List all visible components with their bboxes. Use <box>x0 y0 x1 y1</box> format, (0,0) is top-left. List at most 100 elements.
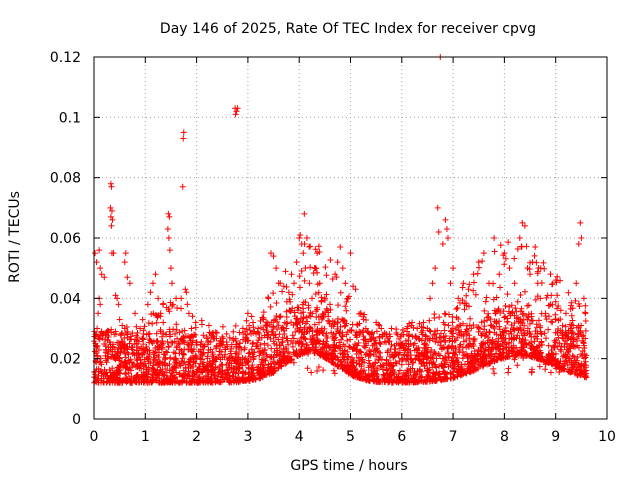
data-point <box>113 351 120 358</box>
y-tick-label: 0 <box>72 412 81 428</box>
data-point <box>114 295 121 302</box>
data-point <box>290 359 297 366</box>
data-point <box>176 329 183 336</box>
data-point <box>145 319 152 326</box>
data-point <box>122 250 129 257</box>
data-point <box>232 350 239 357</box>
x-tick-label: 8 <box>500 429 509 445</box>
data-point <box>502 255 509 262</box>
data-point <box>300 250 307 257</box>
data-point <box>432 362 439 369</box>
data-point <box>492 310 499 317</box>
data-point <box>578 235 585 241</box>
data-point <box>372 337 379 344</box>
data-point <box>521 288 528 295</box>
data-point <box>267 303 274 310</box>
data-point <box>146 351 153 358</box>
data-point <box>160 330 167 337</box>
data-point <box>117 349 124 356</box>
x-axis-label: GPS time / hours <box>290 458 407 474</box>
data-point <box>354 321 361 328</box>
data-point <box>505 239 512 246</box>
data-point <box>485 310 492 317</box>
data-point <box>102 352 109 359</box>
data-point <box>314 304 321 311</box>
data-point <box>175 340 182 347</box>
data-point <box>203 334 210 341</box>
data-point <box>351 365 358 372</box>
data-point <box>302 299 309 306</box>
data-point <box>427 377 434 384</box>
data-point <box>249 351 256 358</box>
data-point <box>538 310 545 317</box>
data-point <box>419 327 426 334</box>
data-point <box>230 328 237 335</box>
data-point <box>153 319 160 326</box>
data-point <box>139 373 146 380</box>
data-point <box>517 319 524 326</box>
data-point <box>405 375 412 382</box>
data-point <box>122 354 129 361</box>
data-point <box>196 364 203 371</box>
data-point <box>328 329 335 336</box>
data-point <box>385 347 392 354</box>
data-point <box>482 298 489 305</box>
data-point <box>514 298 521 305</box>
data-point <box>176 350 183 357</box>
data-point <box>526 259 533 266</box>
data-point <box>526 266 533 273</box>
data-point <box>168 378 175 385</box>
data-point <box>553 365 560 372</box>
data-point <box>220 338 227 345</box>
data-point <box>404 328 411 335</box>
data-point <box>514 245 521 252</box>
data-point <box>330 341 337 348</box>
data-point <box>471 348 478 355</box>
data-point <box>147 360 154 367</box>
data-point <box>289 291 296 298</box>
data-point <box>377 362 384 369</box>
data-point <box>223 330 230 337</box>
data-point <box>450 349 457 356</box>
data-point <box>124 328 131 335</box>
data-point <box>301 241 308 248</box>
data-point <box>411 340 418 347</box>
data-point <box>505 365 512 372</box>
data-point <box>432 338 439 345</box>
data-point <box>234 376 241 383</box>
data-point <box>425 372 432 379</box>
data-point <box>490 280 497 287</box>
data-point <box>346 366 353 373</box>
data-point <box>362 351 369 358</box>
data-point <box>189 339 196 346</box>
data-point <box>528 352 535 359</box>
data-point <box>515 314 522 321</box>
data-point <box>581 351 588 358</box>
data-point <box>144 348 151 355</box>
data-point <box>103 346 110 353</box>
data-point <box>126 340 133 347</box>
data-point <box>562 323 569 330</box>
data-point <box>526 320 533 327</box>
data-point <box>343 331 350 338</box>
data-point <box>405 361 412 368</box>
data-point <box>243 317 250 324</box>
data-point <box>399 356 406 363</box>
data-point <box>523 243 530 250</box>
y-tick-label: 0.1 <box>59 110 81 126</box>
data-point <box>542 361 549 368</box>
data-point <box>234 105 241 112</box>
data-point <box>320 329 327 336</box>
data-point <box>143 331 150 338</box>
data-point <box>470 367 477 374</box>
data-point <box>287 298 294 305</box>
data-point <box>558 348 565 355</box>
data-point <box>260 326 267 333</box>
data-point <box>454 372 461 379</box>
data-point <box>360 336 367 343</box>
data-point <box>417 374 424 381</box>
data-point <box>263 329 270 336</box>
data-point <box>510 326 517 333</box>
data-point <box>157 326 164 333</box>
data-point <box>253 343 260 350</box>
